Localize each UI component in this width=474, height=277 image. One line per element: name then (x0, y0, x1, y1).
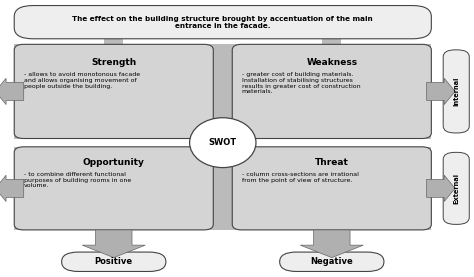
Text: SWOT: SWOT (209, 138, 237, 147)
FancyArrow shape (427, 78, 455, 104)
Bar (14, 147, 431, 230)
Text: - allows to avoid monotonous facade
and allows organising movement of
people out: - allows to avoid monotonous facade and … (24, 72, 140, 89)
Text: The effect on the building structure brought by accentuation of the main
entranc: The effect on the building structure bro… (73, 16, 373, 29)
Bar (14, 44, 431, 138)
FancyBboxPatch shape (232, 44, 431, 138)
Text: Positive: Positive (95, 257, 133, 266)
Bar (104, 39, 123, 44)
FancyBboxPatch shape (280, 252, 384, 271)
FancyBboxPatch shape (14, 6, 431, 39)
FancyBboxPatch shape (443, 152, 469, 224)
FancyArrow shape (301, 230, 363, 258)
Text: Opportunity: Opportunity (83, 158, 145, 167)
Bar (322, 39, 341, 44)
Text: - greater cost of building materials.
Installation of stabilising structures
res: - greater cost of building materials. In… (242, 72, 360, 94)
FancyArrow shape (82, 230, 145, 258)
Bar (213, 44, 232, 230)
Text: External: External (453, 173, 459, 204)
FancyBboxPatch shape (14, 44, 213, 138)
FancyBboxPatch shape (443, 50, 469, 133)
Text: Internal: Internal (453, 77, 459, 106)
FancyArrow shape (0, 175, 24, 202)
Text: Strength: Strength (91, 58, 137, 67)
Text: - to combine different functional
purposes of building rooms in one
volume.: - to combine different functional purpos… (24, 172, 131, 188)
FancyArrow shape (0, 78, 24, 104)
FancyBboxPatch shape (14, 147, 213, 230)
Text: Negative: Negative (310, 257, 353, 266)
FancyBboxPatch shape (62, 252, 166, 271)
Text: - column cross-sections are irrational
from the point of view of structure.: - column cross-sections are irrational f… (242, 172, 359, 183)
FancyBboxPatch shape (232, 147, 431, 230)
Text: Weakness: Weakness (306, 58, 357, 67)
Text: Threat: Threat (315, 158, 349, 167)
Ellipse shape (190, 118, 256, 168)
FancyArrow shape (427, 175, 455, 202)
